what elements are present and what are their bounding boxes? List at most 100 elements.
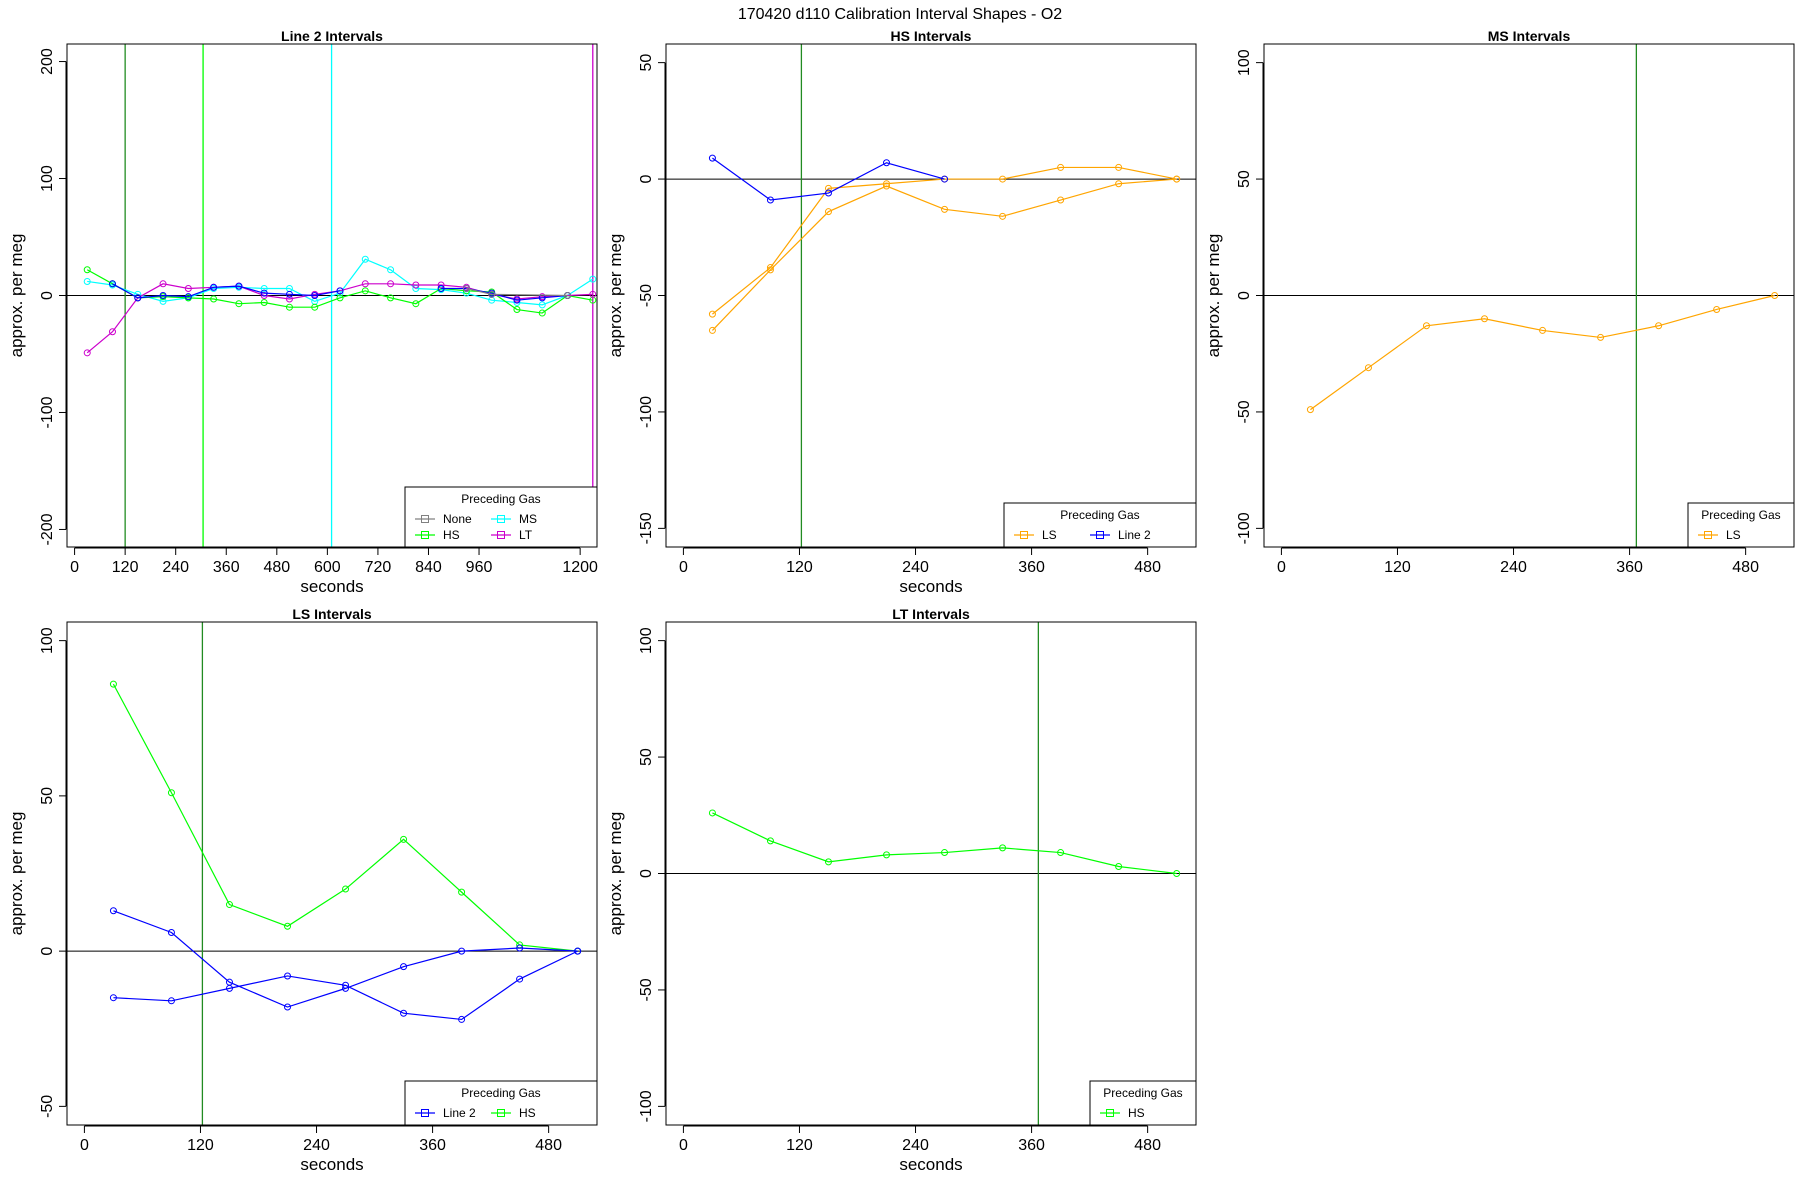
data-point (883, 159, 891, 167)
legend-label: Line 2 (1118, 528, 1151, 542)
plot-frame (665, 621, 1197, 1126)
y-tick-label: 50 (1236, 170, 1253, 188)
y-tick-label: 100 (39, 627, 56, 654)
legend-label: HS (1128, 1106, 1145, 1120)
y-tick-label: 100 (1236, 49, 1253, 76)
data-point (336, 294, 344, 302)
legend-swatch-marker (1020, 531, 1028, 539)
legend-title: Preceding Gas (1060, 508, 1139, 522)
data-point (159, 292, 167, 299)
x-tick-label: 240 (1500, 559, 1527, 576)
y-axis-label: approx. per meg (7, 812, 26, 936)
legend-title: Preceding Gas (461, 1086, 540, 1100)
data-point (361, 255, 369, 263)
plot-frame (1263, 43, 1795, 548)
data-point (458, 947, 466, 955)
data-point (1771, 292, 1779, 299)
data-point (260, 289, 268, 297)
legend-title: Preceding Gas (1103, 1086, 1182, 1100)
data-point (824, 208, 832, 216)
data-point (387, 294, 395, 302)
data-point (284, 1003, 292, 1011)
data-point (260, 292, 268, 299)
data-point (824, 858, 832, 866)
plot-frame (66, 621, 598, 1126)
x-tick-label: 360 (419, 1137, 446, 1154)
y-tick-label: 0 (39, 947, 56, 956)
data-point (109, 994, 117, 1002)
data-point (285, 295, 293, 303)
data-point (285, 290, 293, 298)
data-point (824, 189, 832, 197)
data-point (1655, 322, 1663, 330)
panel-title: HS Intervals (891, 28, 972, 44)
series-line (87, 258, 594, 306)
legend-swatch-marker (1106, 1109, 1114, 1117)
data-point (883, 851, 891, 859)
data-point (1057, 849, 1065, 857)
series-line (113, 910, 578, 1008)
data-point (999, 844, 1007, 852)
data-point (109, 280, 117, 288)
series-line (466, 287, 568, 297)
plot-frame (66, 43, 598, 548)
panel-title: LT Intervals (892, 606, 970, 622)
x-axis: 0 120 240 360 480 (1277, 547, 1759, 576)
plot-area (1264, 44, 1794, 547)
data-point (83, 266, 91, 274)
y-tick-label: -100 (39, 396, 56, 428)
y-axis-label: approx. per meg (7, 234, 26, 358)
data-point (1173, 175, 1181, 183)
x-tick-label: 120 (786, 1137, 813, 1154)
data-point (1173, 870, 1181, 877)
data-point (999, 212, 1007, 220)
legend: Preceding Gas HS (1089, 1080, 1197, 1126)
y-axis: -150 -100 -50 0 50 approx. per meg (606, 54, 666, 544)
y-tick-label: -200 (39, 513, 56, 545)
data-point (184, 293, 192, 301)
data-point (387, 280, 395, 288)
data-point (538, 301, 546, 309)
data-point (458, 1015, 466, 1023)
data-point (1539, 326, 1547, 334)
legend-swatch-marker (497, 1109, 505, 1117)
series-line (1310, 294, 1775, 411)
legend-item: HS (491, 1106, 536, 1120)
x-tick-label: 0 (679, 1137, 688, 1154)
legend-label: HS (519, 1106, 536, 1120)
data-point (342, 981, 350, 989)
legend-label: LT (519, 528, 533, 542)
y-tick-label: -50 (638, 284, 655, 307)
legend-label: Line 2 (443, 1106, 476, 1120)
data-point (516, 944, 524, 952)
data-point (883, 180, 891, 188)
x-tick-label: 360 (1018, 1137, 1045, 1154)
panel-3: MS Intervals 0 120 240 360 480 -100 -50 0 50 100 ap… (1204, 28, 1795, 576)
legend-item: LT (491, 528, 533, 542)
data-point (766, 196, 774, 204)
plot-area (67, 622, 597, 1125)
y-tick-label: -50 (638, 978, 655, 1001)
series-line (712, 812, 1177, 875)
x-tick-label: 120 (1384, 559, 1411, 576)
plot-frame (665, 43, 1197, 548)
legend-box (404, 1080, 598, 1126)
data-point (513, 296, 521, 304)
data-point (109, 328, 117, 336)
y-tick-label: 0 (1236, 291, 1253, 300)
x-tick-label: 240 (902, 559, 929, 576)
data-point (400, 835, 408, 843)
data-point (260, 299, 268, 307)
legend-item: Line 2 (1090, 528, 1151, 542)
data-point (513, 306, 521, 314)
x-tick-label: 0 (80, 1137, 89, 1154)
data-point (589, 275, 597, 283)
y-tick-label: 0 (39, 291, 56, 300)
figure-title: 170420 d110 Calibration Interval Shapes … (738, 6, 1062, 23)
data-point (225, 901, 233, 909)
panel-title: LS Intervals (292, 606, 372, 622)
data-point (574, 947, 582, 955)
series-line (86, 269, 593, 314)
data-point (412, 300, 420, 308)
data-point (1115, 163, 1123, 171)
